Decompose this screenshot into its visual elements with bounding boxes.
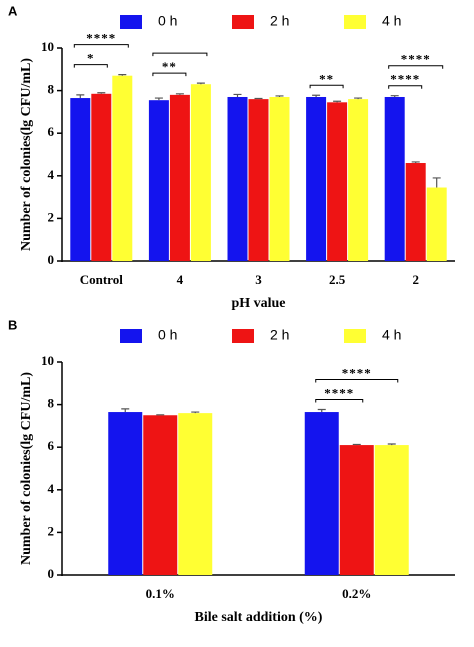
error-bar [387, 443, 396, 446]
y-tick-label: 10 [41, 39, 54, 54]
bar [112, 75, 133, 261]
bar [339, 445, 374, 575]
y-tick-label: 8 [48, 396, 55, 411]
error-bar [154, 97, 163, 101]
error-bar [275, 95, 284, 97]
y-tick-label: 6 [48, 124, 55, 139]
bar [108, 412, 143, 575]
error-bar [317, 408, 326, 413]
bar [70, 98, 91, 262]
significance-bracket [73, 44, 129, 48]
significance-label: **** [86, 31, 116, 46]
bar [304, 412, 339, 575]
bar [178, 413, 213, 575]
x-tick-label: 4 [177, 272, 184, 287]
error-bar [352, 443, 361, 446]
legend-label: 2 h [270, 327, 289, 343]
error-bar [76, 94, 85, 99]
legend-label: 0 h [158, 13, 177, 29]
bar [426, 187, 447, 261]
legend-label: 4 h [382, 13, 401, 29]
error-bar [118, 74, 127, 76]
bar [227, 96, 248, 262]
legend-swatch [232, 329, 254, 343]
y-tick-label: 0 [48, 566, 55, 581]
x-tick-label: 2 [412, 272, 419, 287]
error-bar [196, 82, 205, 85]
error-bar [121, 408, 130, 413]
significance-label: **** [324, 385, 354, 400]
error-bar [312, 94, 321, 97]
y-tick-label: 10 [41, 353, 54, 368]
legend-swatch [120, 329, 142, 343]
x-tick-label: 2.5 [329, 272, 346, 287]
error-bar [254, 97, 263, 100]
significance-label: **** [401, 52, 431, 67]
error-bar [354, 97, 363, 100]
significance-label: **** [390, 72, 420, 87]
legend-swatch [344, 15, 366, 29]
x-tick-label: Control [80, 272, 123, 287]
error-bar [432, 177, 441, 188]
y-tick-label: 0 [48, 252, 55, 267]
legend-label: 0 h [158, 327, 177, 343]
y-axis-title: Number of colonies(lg CFU/mL) [19, 372, 34, 565]
bar [169, 94, 190, 261]
y-tick-label: 2 [48, 209, 55, 224]
bar [374, 445, 409, 575]
significance-bracket [73, 64, 108, 68]
bar [348, 99, 369, 262]
error-bar [191, 411, 200, 414]
bar [327, 102, 348, 261]
bar [384, 96, 405, 262]
significance-label: ** [162, 59, 177, 74]
panel-label: B [8, 317, 17, 332]
bar [148, 100, 169, 261]
error-bar [233, 93, 242, 97]
panel-label: A [8, 3, 18, 18]
significance-label: * [87, 51, 95, 66]
bar [306, 96, 327, 262]
significance-bracket [315, 378, 399, 383]
bar [91, 93, 112, 261]
y-axis-title: Number of colonies(lg CFU/mL) [19, 58, 34, 251]
bar [405, 163, 426, 261]
significance-bracket [152, 52, 208, 57]
legend-swatch [232, 15, 254, 29]
x-tick-label: 0.1% [146, 586, 175, 601]
significance-bracket [152, 72, 187, 77]
x-tick-label: 0.2% [342, 586, 371, 601]
y-tick-label: 4 [48, 481, 55, 496]
significance-label: ** [319, 71, 334, 86]
x-axis-title: Bile salt addition (%) [195, 610, 323, 625]
x-tick-label: 3 [255, 272, 262, 287]
significance-bracket [388, 65, 444, 69]
significance-bracket [388, 85, 423, 89]
error-bar [390, 95, 399, 97]
y-tick-label: 8 [48, 82, 55, 97]
y-tick-label: 6 [48, 438, 55, 453]
bar [269, 96, 290, 262]
legend-label: 4 h [382, 327, 401, 343]
significance-bracket [309, 84, 344, 89]
bar [248, 99, 269, 262]
legend-swatch [344, 329, 366, 343]
bar [190, 84, 211, 262]
legend-label: 2 h [270, 13, 289, 29]
bar [143, 415, 178, 575]
error-bar [175, 93, 184, 95]
error-bar [411, 161, 420, 164]
legend-swatch [120, 15, 142, 29]
y-tick-label: 4 [48, 167, 55, 182]
significance-bracket [315, 398, 364, 403]
y-tick-label: 2 [48, 523, 55, 538]
significance-label: **** [342, 365, 372, 380]
x-axis-title: pH value [231, 296, 285, 311]
error-bar [333, 100, 342, 103]
error-bar [97, 92, 106, 94]
